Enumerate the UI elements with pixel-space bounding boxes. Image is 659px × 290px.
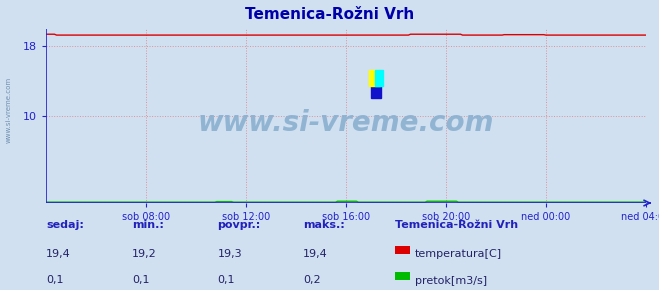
Text: Temenica-Rožni Vrh: Temenica-Rožni Vrh [245,7,414,22]
Text: 19,3: 19,3 [217,249,242,259]
Text: www.si-vreme.com: www.si-vreme.com [5,77,11,143]
Text: 0,1: 0,1 [46,276,64,285]
Bar [371,84,382,98]
Text: maks.:: maks.: [303,220,345,230]
Text: Temenica-Rožni Vrh: Temenica-Rožni Vrh [395,220,519,230]
Text: 19,4: 19,4 [46,249,71,259]
Text: www.si-vreme.com: www.si-vreme.com [198,109,494,137]
Bar [369,70,380,86]
Text: min.:: min.: [132,220,163,230]
Bar [375,70,383,86]
Text: 0,1: 0,1 [132,276,150,285]
Text: pretok[m3/s]: pretok[m3/s] [415,276,487,285]
Text: povpr.:: povpr.: [217,220,261,230]
Text: 19,2: 19,2 [132,249,157,259]
Text: temperatura[C]: temperatura[C] [415,249,502,259]
Text: 0,2: 0,2 [303,276,321,285]
Text: 0,1: 0,1 [217,276,235,285]
Text: 19,4: 19,4 [303,249,328,259]
Text: sedaj:: sedaj: [46,220,84,230]
